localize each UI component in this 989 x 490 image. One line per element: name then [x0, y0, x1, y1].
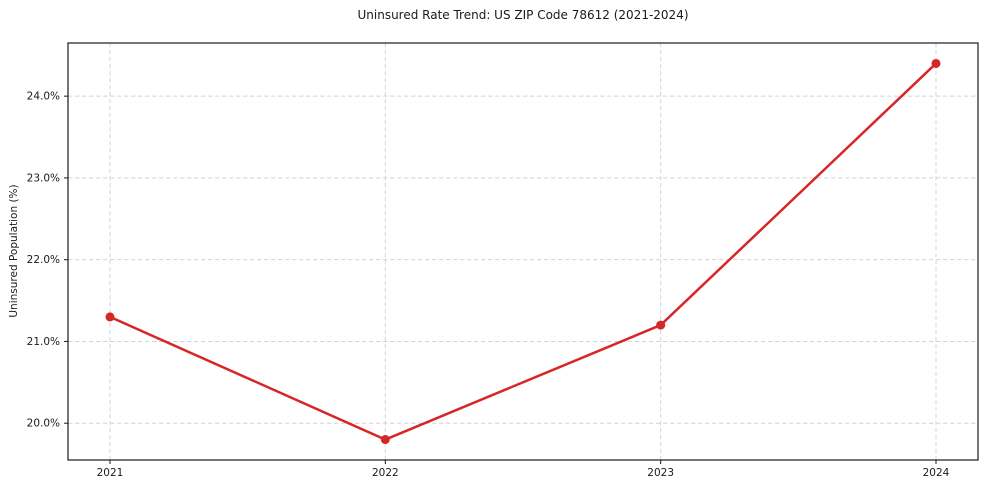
y-tick-label: 22.0%	[27, 254, 60, 266]
x-tick-label: 2022	[372, 467, 399, 479]
y-tick-label: 21.0%	[27, 336, 60, 348]
chart-title: Uninsured Rate Trend: US ZIP Code 78612 …	[357, 8, 689, 22]
x-tick-label: 2024	[923, 467, 950, 479]
x-tick-label: 2021	[97, 467, 124, 479]
y-tick-label: 20.0%	[27, 418, 60, 430]
data-point	[656, 320, 666, 330]
x-tick-label: 2023	[647, 467, 674, 479]
data-point	[931, 58, 941, 68]
trend-line	[108, 62, 938, 441]
data-point	[105, 312, 115, 322]
axis-frame	[67, 42, 979, 461]
y-tick-label: 24.0%	[27, 91, 60, 103]
data-point	[380, 435, 390, 445]
y-tick-label: 23.0%	[27, 172, 60, 184]
